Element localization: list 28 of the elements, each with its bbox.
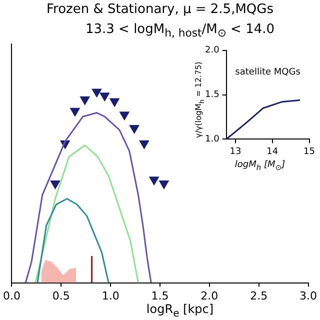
x-tick-label: 0.0 — [2, 289, 20, 302]
point — [149, 176, 159, 186]
x-tick-label: 0.5 — [52, 289, 70, 302]
y-tick-label: 1.0 — [204, 134, 220, 145]
point — [80, 96, 90, 105]
x-tick-label: 15 — [304, 146, 315, 157]
point — [100, 92, 110, 102]
point — [159, 180, 169, 189]
annotation: satellite MQGs — [235, 67, 301, 78]
x-tick-label: 13 — [230, 146, 242, 157]
y-tick-label: 2.0 — [204, 46, 220, 56]
chart-subtitle: 13.3 < logM$_{h, host}$/M$_{⊙}$ < 14.0 — [84, 22, 276, 40]
x-axis-title: logR$_{e}$ [kpc] — [145, 302, 215, 320]
point — [50, 180, 60, 189]
point — [129, 125, 140, 134]
x-tick-label: 3.0 — [300, 289, 318, 302]
point — [120, 112, 130, 120]
x-tick-label: 1.5 — [151, 289, 169, 302]
x-tick-label: 1.0 — [102, 289, 120, 302]
y-tick-label: 1.5 — [204, 90, 220, 100]
x-tick-label: 2.5 — [250, 289, 268, 302]
point — [70, 108, 80, 116]
chart-title: Frozen & Stationary, μ = 2.5,MQGs — [45, 2, 275, 17]
point — [110, 98, 120, 107]
x-axis-title: logM$_{h}$ [M$_{⊙}$] — [234, 160, 286, 172]
point — [92, 88, 102, 98]
x-tick-label: 14 — [266, 146, 278, 157]
point — [139, 140, 150, 149]
